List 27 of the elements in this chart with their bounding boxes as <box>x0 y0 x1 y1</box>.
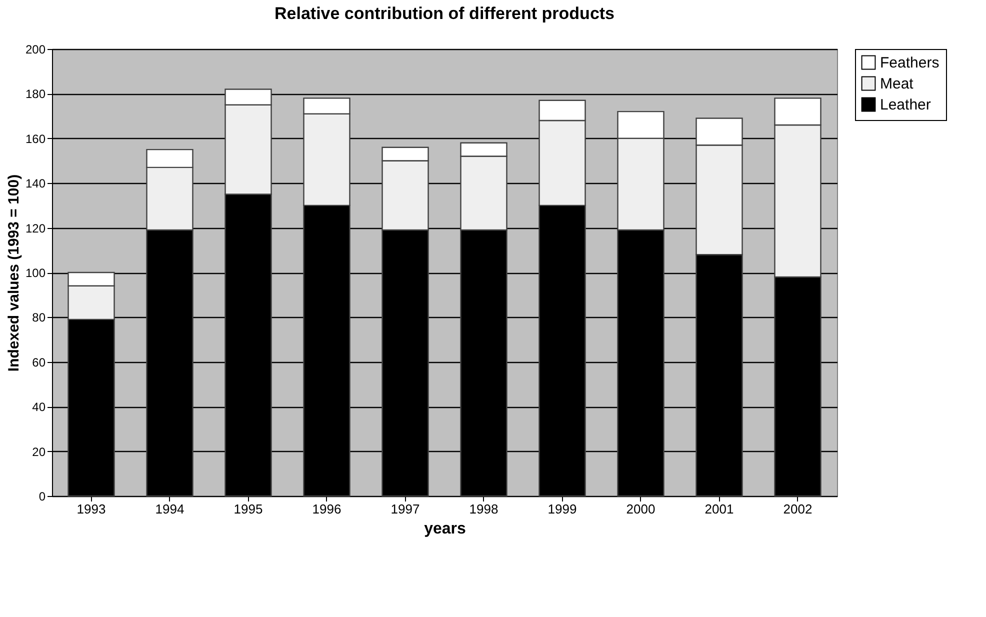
x-tick-label: 1999 <box>548 502 577 516</box>
y-axis-title: Indexed values (1993 = 100) <box>5 174 22 372</box>
y-tick-label: 160 <box>25 132 46 146</box>
x-tick-label: 1997 <box>390 502 420 516</box>
y-tick-label: 40 <box>32 400 46 414</box>
x-axis-title: years <box>424 520 466 538</box>
x-tick-label: 1995 <box>234 502 263 516</box>
y-tick-label: 20 <box>32 444 46 459</box>
x-tick-label: 1998 <box>469 502 498 516</box>
x-tick-label: 2000 <box>626 502 656 516</box>
chart-title: Relative contribution of different products <box>274 4 615 23</box>
x-tick-label: 1994 <box>155 502 184 516</box>
legend-label: Feathers <box>880 54 940 72</box>
y-tick-label: 60 <box>32 355 46 370</box>
x-tick-label: 2001 <box>704 502 734 516</box>
y-tick-label: 140 <box>25 176 46 191</box>
legend-label: Leather <box>880 96 931 114</box>
y-tick-label: 120 <box>25 221 46 236</box>
x-tick-label: 2002 <box>783 502 812 516</box>
x-tick-label: 1996 <box>312 502 342 516</box>
y-tick-label: 100 <box>25 266 46 280</box>
x-tick-label: 1993 <box>76 502 106 516</box>
y-tick-label: 80 <box>32 310 46 325</box>
y-tick-label: 0 <box>38 490 46 504</box>
legend-label: Meat <box>880 76 914 92</box>
y-tick-label: 180 <box>25 87 46 102</box>
y-tick-label: 200 <box>25 42 46 56</box>
